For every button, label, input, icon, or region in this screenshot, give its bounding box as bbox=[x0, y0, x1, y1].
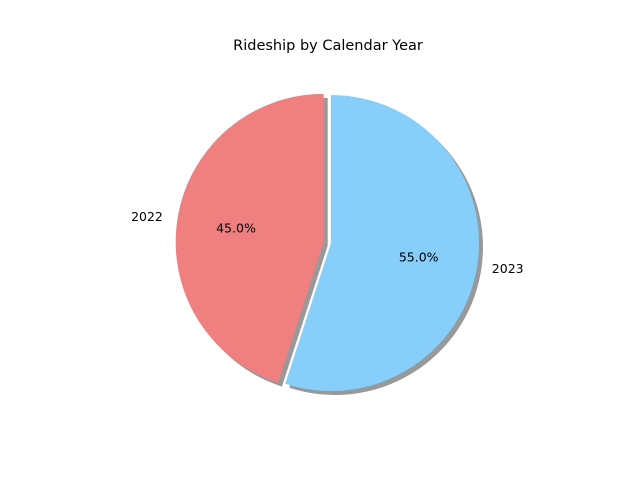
pie-labels: 2022 45.0% 2023 55.0% bbox=[131, 209, 524, 276]
pie-slice-2022 bbox=[175, 93, 324, 383]
slice-percent-2022: 45.0% bbox=[216, 220, 256, 235]
pie-slices bbox=[175, 93, 479, 392]
slice-label-2023: 2023 bbox=[492, 261, 524, 276]
slice-label-2022: 2022 bbox=[131, 209, 163, 224]
slice-percent-2023: 55.0% bbox=[399, 249, 439, 264]
chart-title: Rideship by Calendar Year bbox=[233, 38, 423, 54]
pie-slice-2023 bbox=[285, 95, 479, 392]
